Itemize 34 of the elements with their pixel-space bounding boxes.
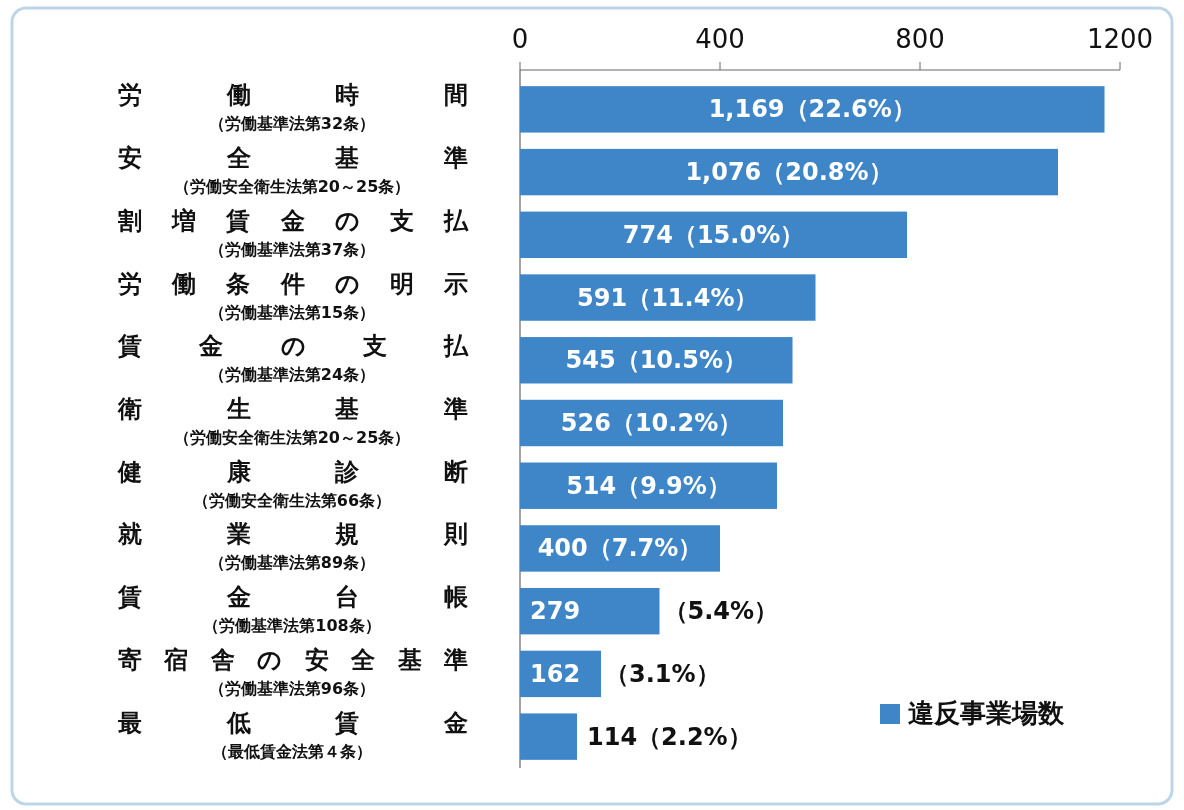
legend-label: 違反事業場数 [908,698,1065,728]
bar [520,713,577,760]
x-tick-label: 1200 [1086,24,1154,54]
y-tick-label: 衛生基準（労働安全衛生法第20～25条） [117,395,468,447]
data-label: 114（2.2%） [587,722,752,751]
x-tick-label: 0 [511,24,529,54]
data-label: 1,076（20.8%） [685,158,893,187]
legend: 違反事業場数 [880,698,1064,728]
y-tick-label: 賃金の支払（労働基準法第24条） [117,332,469,385]
y-tick-label: 寄宿舎の安全基準（労働基準法第96条） [118,645,468,698]
x-tick-label: 800 [895,24,945,54]
y-tick-label: 労働時間（労働基準法第32条） [118,81,468,134]
bar [520,86,1105,133]
bar [520,211,907,259]
y-tick-label: 健康診断（労働安全衛生法第66条） [117,457,468,510]
y-tick-label: 割増賃金の支払（労働基準法第37条） [117,206,469,259]
bar [520,587,660,635]
y-tick-label: 賃金台帳（労働基準法第108条） [117,583,469,636]
x-tick-label: 400 [695,24,745,54]
text: 279（5.4%） [530,597,779,626]
data-label: 545（10.5%） [565,346,747,375]
data-label: 400（7.7%） [537,534,703,563]
data-label: 162（3.1%） [530,659,720,688]
bar [520,148,1058,196]
bar [520,274,816,321]
data-label: 526（10.2%） [560,409,743,437]
data-label: 591（11.4%） [577,283,759,312]
data-label: 774（15.0%） [622,220,805,249]
y-tick-label: 最低賃金（最低賃金法第４条） [117,708,468,761]
y-tick-label: 安全基準（労働安全衛生法第20～25条） [118,144,468,197]
data-label: 1,169（22.6%） [708,95,916,124]
y-tick-label: 就業規則（労働基準法第89条） [117,520,468,573]
y-tick-label: 労働条件の明示（労働基準法第15条） [118,269,468,322]
data-label: 514（9.9%） [566,471,731,500]
